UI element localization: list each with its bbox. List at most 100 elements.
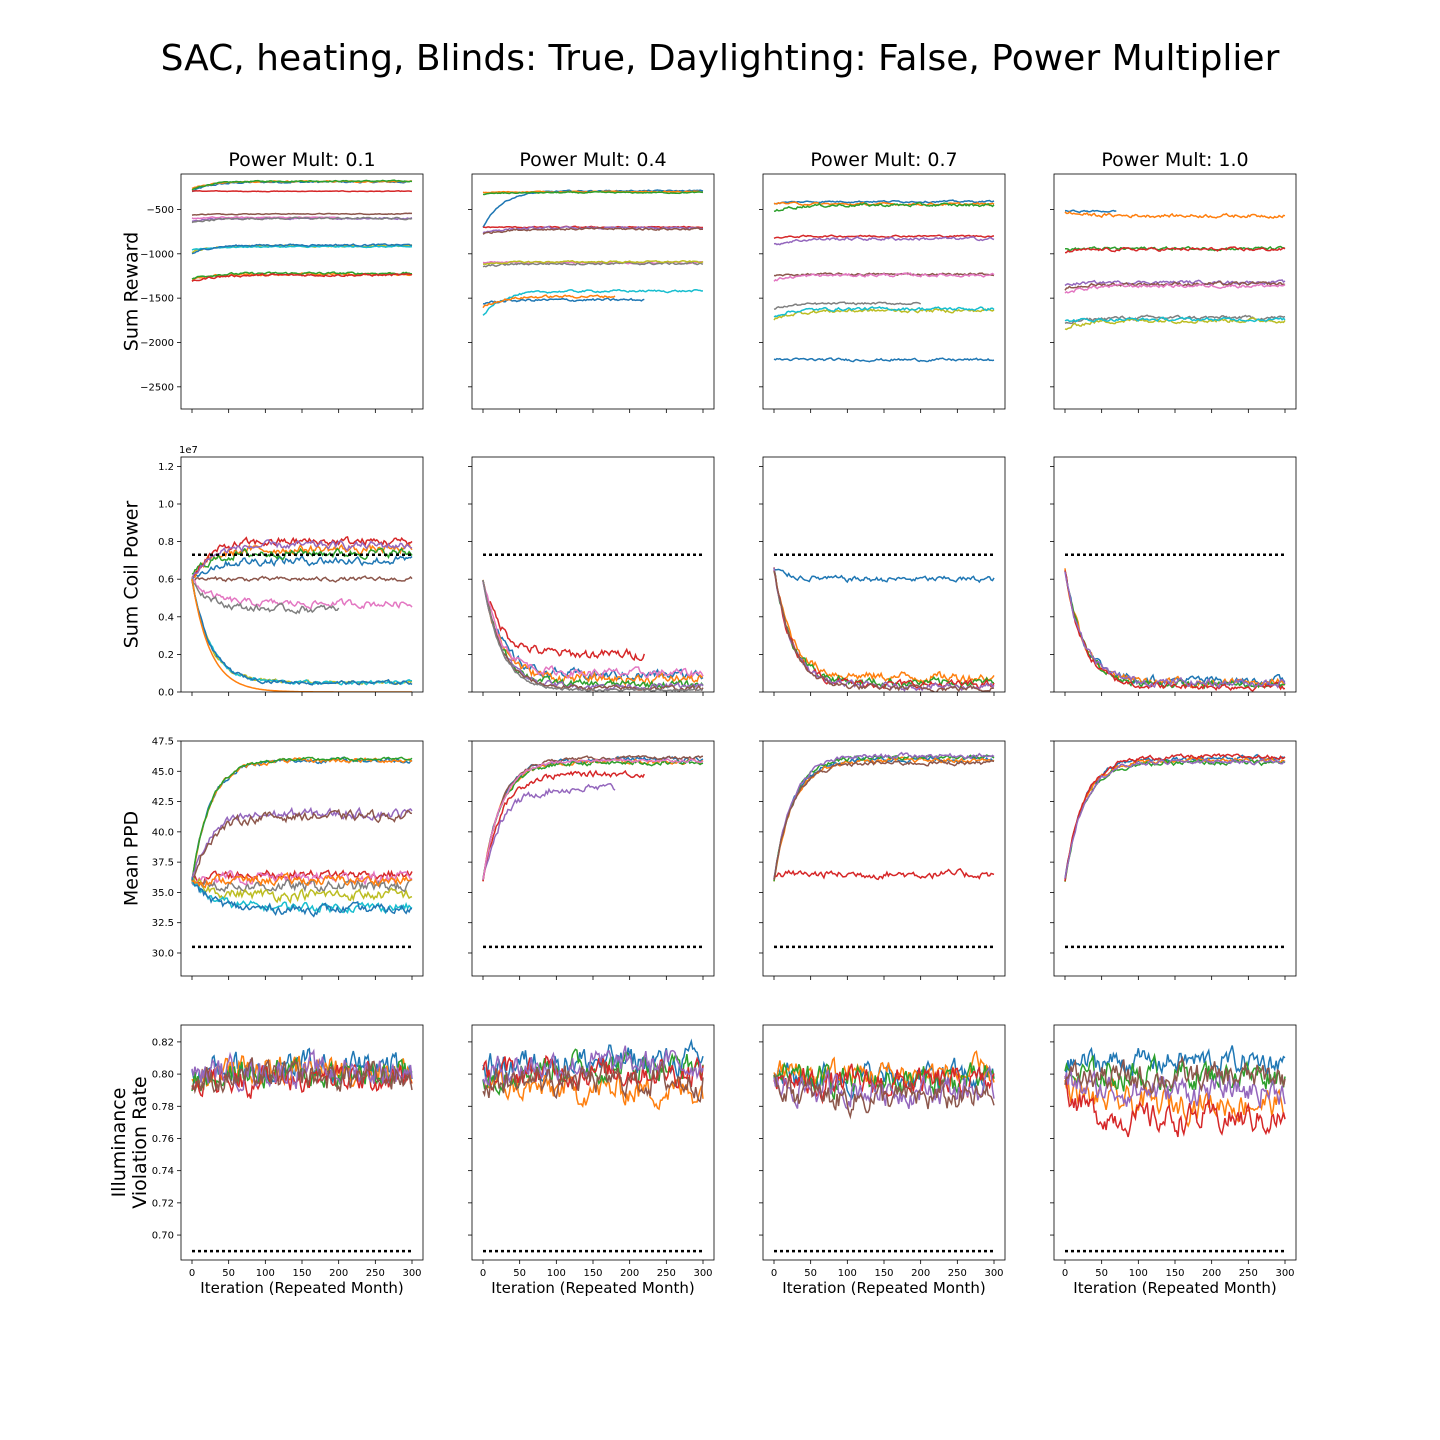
series-line <box>191 579 413 685</box>
series-line <box>191 575 413 583</box>
y-axis-label-line: Mean PPD <box>121 811 143 906</box>
subplot-mean_ppd-0: 30.0 32.5 35.0 37.5 40.0 42.5 45.0 47.5 Mean PPD <box>121 737 424 980</box>
series-line <box>482 261 704 268</box>
series-group <box>482 579 704 692</box>
x-tick-label: 50 <box>222 1268 235 1279</box>
x-tick-label: 0 <box>1062 1268 1068 1279</box>
subplot-grid: −500 −1000 −1500 −2000 −2500 Power Mult: 0.1 S… <box>108 149 1297 1297</box>
series-line <box>191 271 413 280</box>
y-tick-label: 0.8 <box>158 537 174 548</box>
x-tick-label: 300 <box>402 1268 421 1279</box>
x-tick-label: 250 <box>657 1268 676 1279</box>
subplot-mean_ppd-3 <box>1050 740 1297 980</box>
series-line <box>773 306 995 318</box>
y-axis-label-line: Illuminance <box>108 1088 130 1198</box>
y-tick-label: 0.80 <box>152 1070 174 1081</box>
figure-title: SAC, heating, Blinds: True, Daylighting:… <box>161 38 1280 79</box>
x-axis-label: Iteration (Repeated Month) <box>1073 1279 1276 1297</box>
series-group <box>482 1038 704 1111</box>
series-line <box>482 580 646 662</box>
series-group <box>773 199 995 363</box>
y-tick-label: −1500 <box>140 294 174 305</box>
series-group <box>773 1050 995 1120</box>
x-tick-label: 200 <box>620 1268 639 1279</box>
y-tick-label: 0.82 <box>152 1037 174 1048</box>
series-line <box>191 273 413 282</box>
y-tick-label: 0.70 <box>152 1231 174 1242</box>
y-tick-label: 0.6 <box>158 575 174 586</box>
column-title: Power Mult: 0.1 <box>228 149 375 171</box>
series-line <box>1064 1052 1286 1092</box>
series-line <box>191 179 413 191</box>
x-tick-label: 200 <box>329 1268 348 1279</box>
x-axis-label: Iteration (Repeated Month) <box>200 1279 403 1297</box>
series-group <box>1064 1045 1286 1138</box>
series-line <box>773 754 995 882</box>
series-line <box>773 234 995 239</box>
series-line <box>1064 568 1286 689</box>
axes-frame <box>762 740 1006 977</box>
series-line <box>1064 570 1286 692</box>
series-line <box>773 868 995 881</box>
series-line <box>773 201 995 207</box>
series-line <box>1064 757 1286 879</box>
series-line <box>1064 753 1286 880</box>
column-title: Power Mult: 0.7 <box>810 149 957 171</box>
subplot-sum_coil_power-2 <box>759 456 1006 696</box>
series-line <box>773 272 995 282</box>
x-tick-label: 200 <box>1202 1268 1221 1279</box>
x-tick-label: 100 <box>838 1268 857 1279</box>
x-tick-label: 300 <box>693 1268 712 1279</box>
y-tick-label: 37.5 <box>152 858 174 869</box>
y-tick-label: 0.72 <box>152 1198 174 1209</box>
axes-frame <box>1053 1024 1297 1261</box>
x-tick-label: 50 <box>804 1268 817 1279</box>
series-line <box>482 226 703 235</box>
subplot-illuminance_violation_rate-0: 0 50 100 150 200 250 300 0.70 0.72 0.74 0.76 0.78 0.… <box>108 1024 424 1297</box>
series-line <box>191 539 413 580</box>
y-tick-label: 1.0 <box>158 500 174 511</box>
series-line <box>482 783 616 880</box>
y-tick-label: −2500 <box>140 382 174 393</box>
series-line <box>191 877 413 904</box>
x-axis-label: Iteration (Repeated Month) <box>782 1279 985 1297</box>
y-axis-label-line: Sum Coil Power <box>121 501 143 649</box>
series-line <box>773 567 995 692</box>
x-tick-label: 250 <box>948 1268 967 1279</box>
x-tick-label: 100 <box>1129 1268 1148 1279</box>
series-line <box>191 871 413 889</box>
series-line <box>1064 571 1286 689</box>
series-line <box>1064 571 1286 690</box>
series-group <box>191 535 413 692</box>
series-group <box>482 754 704 882</box>
series-line <box>482 754 704 881</box>
series-line <box>773 201 995 213</box>
x-tick-label: 250 <box>1239 1268 1258 1279</box>
series-line <box>191 577 413 610</box>
x-tick-label: 300 <box>1275 1268 1294 1279</box>
subplot-sum_coil_power-3 <box>1050 456 1297 696</box>
subplot-sum_reward-0: −500 −1000 −1500 −2000 −2500 Power Mult: 0.1 S… <box>121 149 424 413</box>
y-tick-label: 42.5 <box>152 797 174 808</box>
series-line <box>191 577 340 615</box>
x-tick-label: 100 <box>256 1268 275 1279</box>
series-line <box>191 808 413 885</box>
series-group <box>773 567 995 692</box>
series-line <box>1064 756 1286 882</box>
x-tick-label: 100 <box>547 1268 566 1279</box>
series-line <box>191 245 413 251</box>
series-line <box>773 570 995 692</box>
series-line <box>1064 209 1117 214</box>
series-line <box>773 755 995 880</box>
x-tick-label: 150 <box>874 1268 893 1279</box>
series-line <box>482 1066 704 1111</box>
series-line <box>191 756 413 880</box>
series-line <box>773 759 995 881</box>
series-line <box>482 1045 704 1088</box>
subplot-mean_ppd-2 <box>759 740 1006 980</box>
series-line <box>1064 1076 1286 1138</box>
subplot-sum_coil_power-1 <box>468 456 715 696</box>
series-line <box>191 1057 413 1095</box>
